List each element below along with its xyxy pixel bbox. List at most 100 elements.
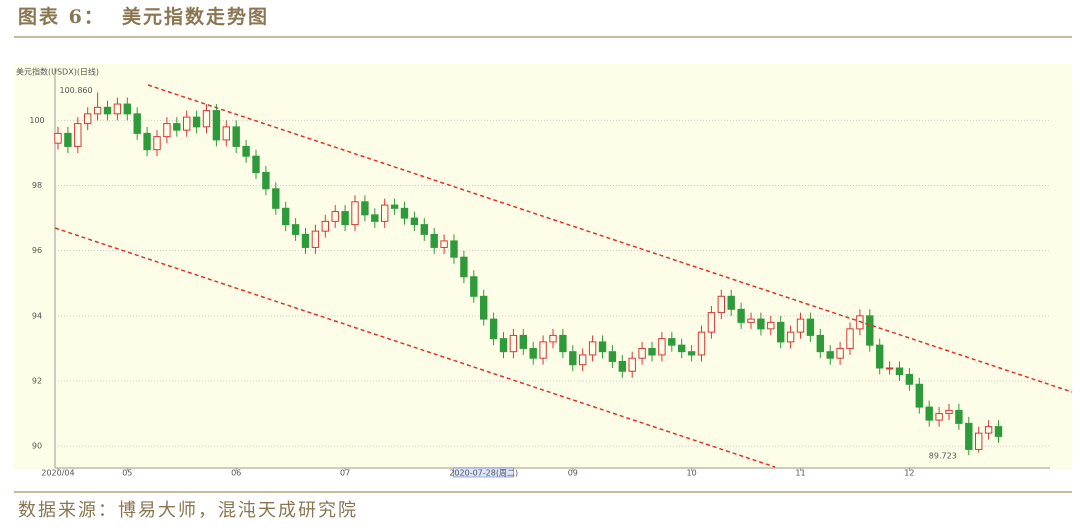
y-tick-label: 92 xyxy=(32,377,42,386)
candle-body xyxy=(836,347,844,359)
candle-body xyxy=(489,318,498,340)
candle-body xyxy=(252,155,260,173)
candle-body xyxy=(579,354,587,366)
candle-body xyxy=(549,334,557,343)
channel-upper xyxy=(147,84,1073,393)
candle-body xyxy=(529,347,537,359)
candle-body xyxy=(885,367,894,370)
candle-body xyxy=(113,103,122,115)
candle-body xyxy=(400,207,409,219)
candle-body xyxy=(747,318,755,323)
candle-body xyxy=(480,295,488,320)
candle-body xyxy=(519,334,527,349)
y-tick-label: 96 xyxy=(32,246,42,255)
candle-body xyxy=(905,373,914,385)
candle-body xyxy=(153,136,161,151)
x-tick-label: 12 xyxy=(904,469,914,478)
y-tick-label: 98 xyxy=(32,181,42,190)
candle-body xyxy=(559,334,567,353)
candle-body xyxy=(984,426,993,434)
candle-body xyxy=(915,383,923,408)
candle-body xyxy=(430,233,438,248)
candle-body xyxy=(935,413,943,421)
y-tick-label: 100 xyxy=(29,116,44,125)
candle-body xyxy=(192,116,201,128)
candle-body xyxy=(895,367,904,375)
candle-body xyxy=(717,295,725,314)
candle-body xyxy=(93,106,102,115)
x-tick-label: 05 xyxy=(122,469,132,478)
y-tick-label: 94 xyxy=(32,311,42,320)
candle-body xyxy=(381,204,389,222)
candle-body xyxy=(678,344,686,353)
chart-title: 美元指数(USDX)(日线) xyxy=(16,67,99,77)
candle-body xyxy=(638,347,646,359)
x-tick-label: 2020/04 xyxy=(41,469,74,478)
candle-body xyxy=(470,276,478,297)
candle-body xyxy=(588,341,597,356)
chart-background xyxy=(14,64,1072,470)
candle-body xyxy=(856,315,864,330)
candle-body xyxy=(499,338,508,353)
candle-body xyxy=(598,341,607,353)
candle-body xyxy=(460,256,468,278)
candle-body xyxy=(994,426,1003,437)
candle-body xyxy=(618,360,626,372)
candle-body xyxy=(301,233,310,248)
candle-body xyxy=(628,357,636,372)
candle-body xyxy=(440,240,448,248)
candle-body xyxy=(806,318,815,336)
plot: 90 92 94 96 98 100 2020/04 05 06 07 09 10 11 12 2020-0… xyxy=(29,68,1050,478)
candle-body xyxy=(965,422,973,450)
y-tick-label: 90 xyxy=(32,442,42,451)
candle-body xyxy=(361,201,369,216)
candle-body xyxy=(687,351,696,356)
candle-body xyxy=(123,103,131,115)
candle-body xyxy=(321,220,330,232)
candle-body xyxy=(390,204,399,209)
candle-body xyxy=(173,123,181,131)
x-tick-label: 06 xyxy=(231,469,241,478)
x-tick-label: 10 xyxy=(687,469,697,478)
candle-body xyxy=(183,116,191,131)
candle-body xyxy=(945,409,953,415)
candle-body xyxy=(658,338,666,356)
candle-body xyxy=(232,126,240,147)
source-note: 数据来源：博易大师，混沌天成研究院 xyxy=(18,500,358,521)
x-tick-label: 11 xyxy=(795,469,805,478)
candle-body xyxy=(371,214,379,222)
candle-body xyxy=(767,321,775,330)
candle-body xyxy=(54,132,62,144)
candle-body xyxy=(816,334,824,353)
candle-body xyxy=(668,338,676,346)
candle-body xyxy=(242,145,250,157)
x-tick-label: 07 xyxy=(340,469,350,478)
candle-body xyxy=(697,331,706,356)
x-tick-label: 09 xyxy=(568,469,578,478)
candle-body xyxy=(777,321,785,343)
candle-body xyxy=(608,351,617,362)
candle-body xyxy=(351,201,359,226)
candle-body xyxy=(291,224,300,235)
candle-body xyxy=(262,171,270,190)
candle-body xyxy=(143,132,151,151)
channel-lower xyxy=(54,227,776,468)
figure-title: 美元指数走势图 xyxy=(122,5,269,28)
candle-body xyxy=(103,106,112,115)
candle-body xyxy=(737,308,745,323)
candle-body xyxy=(341,211,349,226)
candle-body xyxy=(222,126,231,141)
figure-label: 图表 6： xyxy=(18,5,105,28)
candle-body xyxy=(648,347,656,356)
candle-body xyxy=(331,211,339,222)
candle-body xyxy=(311,230,320,248)
candle-body xyxy=(975,432,983,450)
cursor-label-box xyxy=(453,467,514,478)
candle-body xyxy=(826,351,834,359)
extreme-label: 89.723 xyxy=(929,452,957,461)
candle-body xyxy=(163,123,171,138)
candle-body xyxy=(846,328,854,349)
candle-body xyxy=(876,344,884,369)
candle-body xyxy=(796,318,805,333)
